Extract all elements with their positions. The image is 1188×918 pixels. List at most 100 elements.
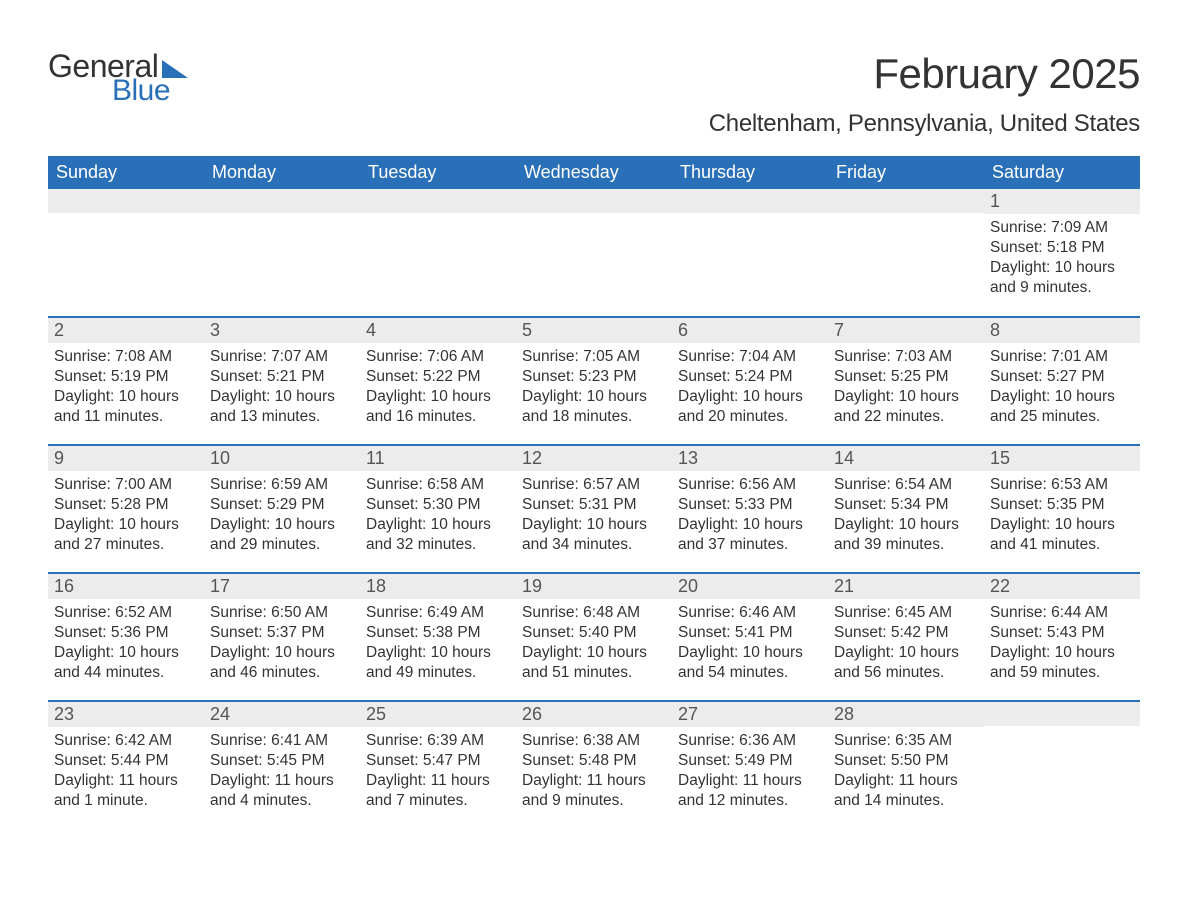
day-details: Sunrise: 7:00 AMSunset: 5:28 PMDaylight:… [48, 471, 204, 560]
daylight-line: Daylight: 10 hours and 29 minutes. [210, 515, 354, 555]
calendar-day-cell: 7Sunrise: 7:03 AMSunset: 5:25 PMDaylight… [828, 317, 984, 445]
daylight-line: Daylight: 10 hours and 41 minutes. [990, 515, 1134, 555]
daylight-line: Daylight: 10 hours and 59 minutes. [990, 643, 1134, 683]
calendar-day-cell: 14Sunrise: 6:54 AMSunset: 5:34 PMDayligh… [828, 445, 984, 573]
sunset-line: Sunset: 5:44 PM [54, 751, 198, 771]
weekday-header: Wednesday [516, 156, 672, 189]
day-number: 21 [828, 574, 984, 599]
sunset-line: Sunset: 5:49 PM [678, 751, 822, 771]
day-number: 5 [516, 318, 672, 343]
sunset-line: Sunset: 5:43 PM [990, 623, 1134, 643]
sunrise-line: Sunrise: 6:50 AM [210, 603, 354, 623]
sunrise-line: Sunrise: 6:36 AM [678, 731, 822, 751]
daylight-line: Daylight: 10 hours and 39 minutes. [834, 515, 978, 555]
sunrise-line: Sunrise: 6:44 AM [990, 603, 1134, 623]
day-number: 12 [516, 446, 672, 471]
day-details: Sunrise: 6:49 AMSunset: 5:38 PMDaylight:… [360, 599, 516, 688]
sunrise-line: Sunrise: 7:05 AM [522, 347, 666, 367]
sunrise-line: Sunrise: 7:06 AM [366, 347, 510, 367]
day-number: 25 [360, 702, 516, 727]
day-number: 17 [204, 574, 360, 599]
calendar-day-cell: 23Sunrise: 6:42 AMSunset: 5:44 PMDayligh… [48, 701, 204, 829]
day-number: 7 [828, 318, 984, 343]
sunrise-line: Sunrise: 6:41 AM [210, 731, 354, 751]
day-details: Sunrise: 7:08 AMSunset: 5:19 PMDaylight:… [48, 343, 204, 432]
daylight-line: Daylight: 11 hours and 7 minutes. [366, 771, 510, 811]
calendar-day-cell: 27Sunrise: 6:36 AMSunset: 5:49 PMDayligh… [672, 701, 828, 829]
sunrise-line: Sunrise: 6:38 AM [522, 731, 666, 751]
header-bar: General Blue February 2025 Cheltenham, P… [48, 50, 1140, 150]
daylight-line: Daylight: 11 hours and 12 minutes. [678, 771, 822, 811]
calendar-day-cell: 21Sunrise: 6:45 AMSunset: 5:42 PMDayligh… [828, 573, 984, 701]
sunrise-line: Sunrise: 6:57 AM [522, 475, 666, 495]
sunset-line: Sunset: 5:48 PM [522, 751, 666, 771]
sunset-line: Sunset: 5:33 PM [678, 495, 822, 515]
day-number: 9 [48, 446, 204, 471]
sunrise-line: Sunrise: 6:48 AM [522, 603, 666, 623]
daylight-line: Daylight: 10 hours and 13 minutes. [210, 387, 354, 427]
sunset-line: Sunset: 5:29 PM [210, 495, 354, 515]
weekday-header: Friday [828, 156, 984, 189]
sunset-line: Sunset: 5:31 PM [522, 495, 666, 515]
day-details: Sunrise: 7:05 AMSunset: 5:23 PMDaylight:… [516, 343, 672, 432]
sunset-line: Sunset: 5:21 PM [210, 367, 354, 387]
day-number: 28 [828, 702, 984, 727]
day-details [204, 213, 360, 221]
sunset-line: Sunset: 5:45 PM [210, 751, 354, 771]
day-details [672, 213, 828, 221]
sunrise-line: Sunrise: 6:49 AM [366, 603, 510, 623]
day-details: Sunrise: 6:39 AMSunset: 5:47 PMDaylight:… [360, 727, 516, 816]
calendar-day-cell: 18Sunrise: 6:49 AMSunset: 5:38 PMDayligh… [360, 573, 516, 701]
sunset-line: Sunset: 5:23 PM [522, 367, 666, 387]
daylight-line: Daylight: 10 hours and 9 minutes. [990, 258, 1134, 298]
sunrise-line: Sunrise: 7:09 AM [990, 218, 1134, 238]
weekday-header: Tuesday [360, 156, 516, 189]
calendar-empty-cell [828, 189, 984, 317]
calendar-day-cell: 24Sunrise: 6:41 AMSunset: 5:45 PMDayligh… [204, 701, 360, 829]
day-details: Sunrise: 6:35 AMSunset: 5:50 PMDaylight:… [828, 727, 984, 816]
day-number [516, 189, 672, 213]
sunset-line: Sunset: 5:41 PM [678, 623, 822, 643]
day-details: Sunrise: 7:01 AMSunset: 5:27 PMDaylight:… [984, 343, 1140, 432]
calendar-day-cell: 6Sunrise: 7:04 AMSunset: 5:24 PMDaylight… [672, 317, 828, 445]
day-details: Sunrise: 6:45 AMSunset: 5:42 PMDaylight:… [828, 599, 984, 688]
sunset-line: Sunset: 5:35 PM [990, 495, 1134, 515]
weekday-header: Thursday [672, 156, 828, 189]
day-number [204, 189, 360, 213]
day-number: 15 [984, 446, 1140, 471]
day-number: 3 [204, 318, 360, 343]
sunrise-line: Sunrise: 7:07 AM [210, 347, 354, 367]
day-details: Sunrise: 6:57 AMSunset: 5:31 PMDaylight:… [516, 471, 672, 560]
calendar-day-cell: 5Sunrise: 7:05 AMSunset: 5:23 PMDaylight… [516, 317, 672, 445]
sunset-line: Sunset: 5:34 PM [834, 495, 978, 515]
calendar-week-row: 16Sunrise: 6:52 AMSunset: 5:36 PMDayligh… [48, 573, 1140, 701]
daylight-line: Daylight: 10 hours and 25 minutes. [990, 387, 1134, 427]
calendar-day-cell: 1Sunrise: 7:09 AMSunset: 5:18 PMDaylight… [984, 189, 1140, 317]
day-details: Sunrise: 6:53 AMSunset: 5:35 PMDaylight:… [984, 471, 1140, 560]
day-details: Sunrise: 6:54 AMSunset: 5:34 PMDaylight:… [828, 471, 984, 560]
day-details: Sunrise: 7:06 AMSunset: 5:22 PMDaylight:… [360, 343, 516, 432]
calendar-week-row: 9Sunrise: 7:00 AMSunset: 5:28 PMDaylight… [48, 445, 1140, 573]
sunset-line: Sunset: 5:42 PM [834, 623, 978, 643]
sunset-line: Sunset: 5:28 PM [54, 495, 198, 515]
day-details: Sunrise: 7:04 AMSunset: 5:24 PMDaylight:… [672, 343, 828, 432]
day-number: 4 [360, 318, 516, 343]
day-details [360, 213, 516, 221]
sunrise-line: Sunrise: 6:54 AM [834, 475, 978, 495]
day-details: Sunrise: 7:03 AMSunset: 5:25 PMDaylight:… [828, 343, 984, 432]
month-title: February 2025 [709, 50, 1140, 98]
sunset-line: Sunset: 5:38 PM [366, 623, 510, 643]
day-number: 26 [516, 702, 672, 727]
day-number [360, 189, 516, 213]
calendar-week-row: 2Sunrise: 7:08 AMSunset: 5:19 PMDaylight… [48, 317, 1140, 445]
daylight-line: Daylight: 10 hours and 49 minutes. [366, 643, 510, 683]
day-number [828, 189, 984, 213]
calendar-day-cell: 26Sunrise: 6:38 AMSunset: 5:48 PMDayligh… [516, 701, 672, 829]
day-details: Sunrise: 6:50 AMSunset: 5:37 PMDaylight:… [204, 599, 360, 688]
calendar-day-cell: 16Sunrise: 6:52 AMSunset: 5:36 PMDayligh… [48, 573, 204, 701]
brand-logo: General Blue [48, 50, 188, 106]
calendar-day-cell: 28Sunrise: 6:35 AMSunset: 5:50 PMDayligh… [828, 701, 984, 829]
day-number [672, 189, 828, 213]
sunrise-line: Sunrise: 6:45 AM [834, 603, 978, 623]
daylight-line: Daylight: 10 hours and 22 minutes. [834, 387, 978, 427]
